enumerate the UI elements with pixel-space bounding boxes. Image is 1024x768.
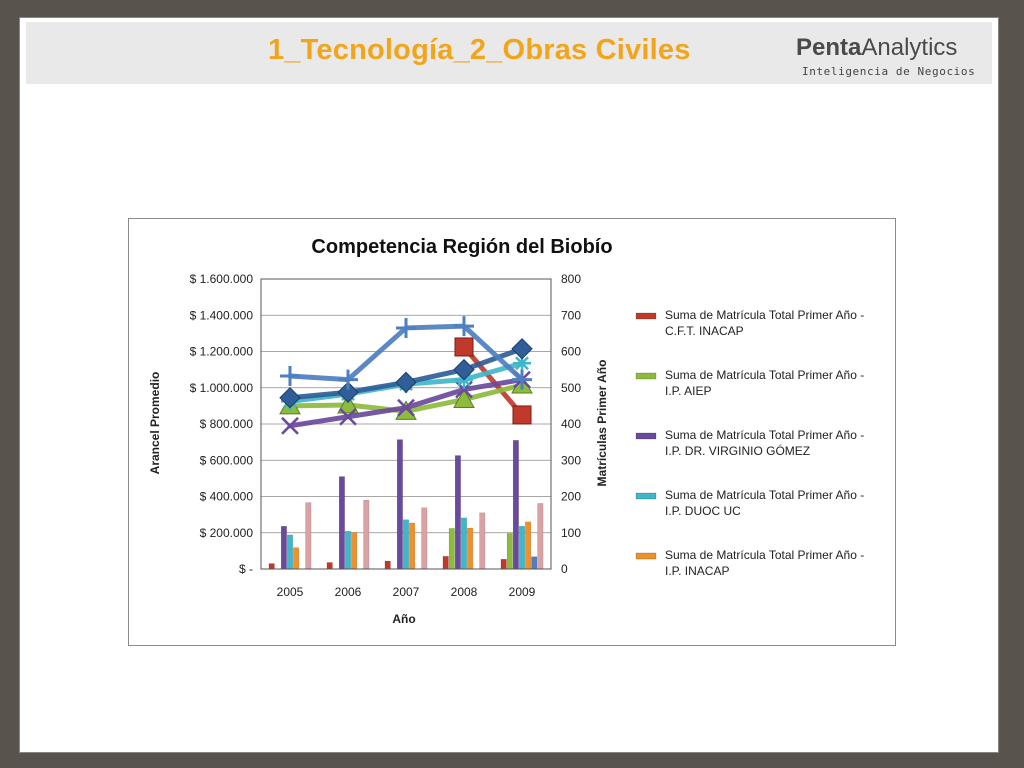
bar	[512, 440, 519, 570]
bar	[442, 556, 449, 570]
y-left-tick-label: $ 1.000.000	[190, 381, 254, 395]
slide: 1_Tecnología_2_Obras Civiles PentaAnalyt…	[20, 18, 998, 752]
lines	[279, 316, 533, 435]
bar	[268, 563, 275, 570]
chart: Competencia Región del Biobío $ - 0 $ 200.…	[148, 236, 864, 626]
legend: Suma de Matrícula Total Primer Año -C.F.…	[635, 308, 864, 578]
y-right-tick-label: 400	[561, 417, 581, 431]
marker-square	[512, 405, 532, 425]
bar	[351, 532, 358, 570]
bar	[479, 512, 486, 570]
marker-diamond	[337, 381, 359, 403]
bar	[506, 533, 513, 570]
bar	[403, 519, 409, 570]
x-axis-title: Año	[392, 612, 415, 626]
y-left-tick-label: $ 1.200.000	[190, 345, 254, 359]
y-axis-left-title: Arancel Promedio	[148, 372, 162, 475]
bar	[525, 521, 532, 570]
x-tick-label: 2005	[277, 585, 304, 599]
y-left-tick-label: $ 1.600.000	[190, 272, 254, 286]
x-tick-label: 2007	[393, 585, 420, 599]
y-right-tick-label: 0	[561, 562, 568, 576]
marker-x	[397, 398, 415, 417]
x-tick-label: 2006	[335, 585, 362, 599]
marker-triangle	[453, 388, 475, 409]
marker-diamond	[453, 358, 475, 381]
marker-triangle	[337, 393, 359, 414]
marker-plus	[512, 369, 532, 390]
marker-plus	[454, 316, 474, 337]
bar	[384, 560, 391, 570]
marker-diamond	[279, 387, 301, 409]
y-left-tick-label: $ -	[239, 562, 253, 576]
chart-frame: Competencia Región del Biobío $ - 0 $ 200.…	[128, 218, 896, 646]
y-right-tick-label: 200	[561, 490, 581, 504]
marker-plus	[338, 369, 358, 390]
axes: $ - 0 $ 200.000 100 $ 400.000 200 $ 600.000 300…	[190, 272, 582, 599]
chart-title: Competencia Región del Biobío	[311, 236, 612, 258]
legend-entry: Suma de Matrícula Total Primer Año -I.P.…	[665, 368, 864, 398]
plot-area-border	[260, 278, 552, 570]
legend-entry: Suma de Matrícula Total Primer Año -I.P.…	[665, 428, 864, 458]
marker-diamond	[511, 338, 533, 360]
bar	[396, 439, 403, 570]
bar	[448, 528, 455, 570]
bar	[500, 559, 507, 570]
bar	[280, 526, 287, 570]
bar	[467, 527, 474, 570]
slide-header: 1_Tecnología_2_Obras Civiles PentaAnalyt…	[26, 22, 992, 84]
x-tick-label: 2008	[451, 585, 478, 599]
y-right-tick-label: 600	[561, 345, 581, 359]
x-tick-label: 2009	[509, 585, 536, 599]
y-left-tick-label: $ 200.000	[200, 526, 254, 540]
y-left-tick-label: $ 800.000	[200, 417, 254, 431]
marker-x	[281, 416, 299, 435]
marker-plus	[280, 365, 300, 386]
legend-swatch	[635, 372, 657, 380]
marker-square	[454, 337, 474, 357]
bar	[519, 526, 525, 570]
bar	[338, 476, 345, 570]
bar	[305, 502, 312, 570]
bar	[345, 531, 351, 570]
series-line	[461, 344, 525, 418]
legend-swatch	[635, 432, 657, 440]
logo-brand-bold: Penta	[796, 34, 862, 61]
logo-tagline: Inteligencia de Negocios	[802, 65, 976, 78]
logo-brand-light: Analytics	[861, 34, 958, 61]
legend-entry: Suma de Matrícula Total Primer Año -I.P.…	[665, 488, 864, 518]
legend-swatch	[635, 312, 657, 320]
y-right-tick-label: 300	[561, 453, 581, 467]
marker-plus	[396, 317, 416, 338]
y-right-tick-label: 700	[561, 308, 581, 322]
slide-title: 1_Tecnología_2_Obras Civiles	[268, 34, 691, 66]
bar	[409, 522, 416, 570]
y-right-tick-label: 100	[561, 526, 581, 540]
bar	[461, 517, 467, 570]
legend-swatch	[635, 552, 657, 560]
y-right-tick-label: 500	[561, 381, 581, 395]
y-left-tick-label: $ 1.400.000	[190, 308, 254, 322]
y-left-tick-label: $ 400.000	[200, 490, 254, 504]
bar	[531, 556, 538, 570]
y-axis-right-title: Matrículas Primer Año	[595, 360, 609, 487]
bar	[421, 507, 428, 570]
bar	[293, 547, 300, 570]
bar	[537, 503, 544, 570]
legend-entry: Suma de Matrícula Total Primer Año -I.P.…	[665, 548, 864, 578]
legend-entry: Suma de Matrícula Total Primer Año -C.F.…	[665, 308, 864, 338]
bar	[363, 499, 370, 570]
marker-star	[513, 354, 531, 373]
bar	[454, 455, 461, 570]
logo-brand: PentaAnalytics	[796, 34, 957, 62]
y-right-tick-label: 800	[561, 272, 581, 286]
marker-x	[339, 407, 357, 426]
marker-diamond	[395, 371, 417, 394]
bars	[268, 439, 544, 570]
penta-analytics-logo: PentaAnalytics Inteligencia de Negocios	[796, 34, 975, 82]
y-left-tick-label: $ 600.000	[200, 453, 254, 467]
bar	[287, 534, 293, 570]
bar	[326, 562, 333, 570]
legend-swatch	[635, 492, 657, 500]
